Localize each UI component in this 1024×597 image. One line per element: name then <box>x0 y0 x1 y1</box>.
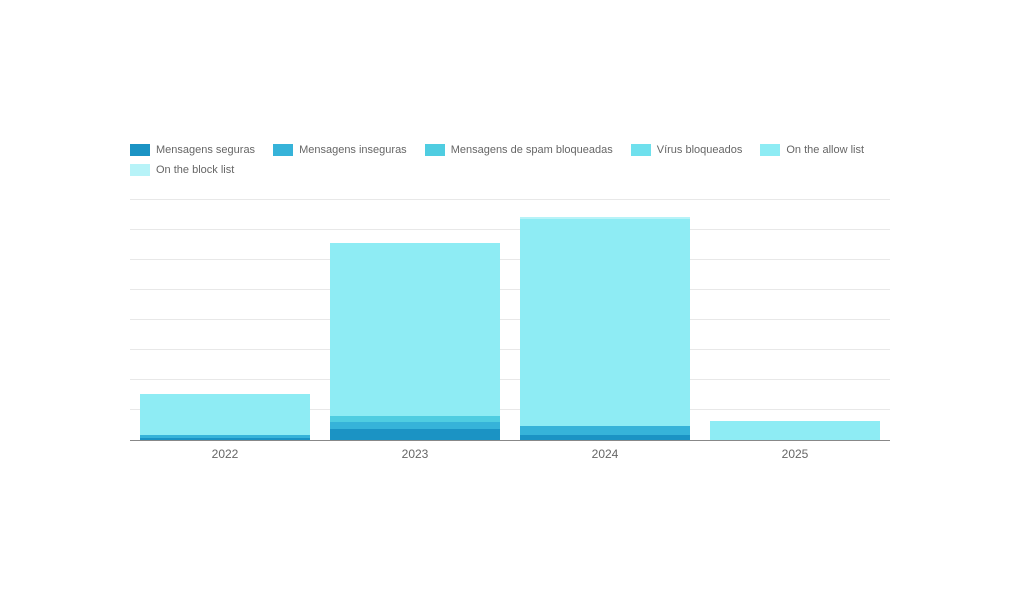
bar-segment <box>330 243 500 416</box>
legend-swatch <box>130 144 150 156</box>
bar-segment <box>520 219 690 425</box>
bar-segment <box>330 429 500 440</box>
legend-swatch <box>130 164 150 176</box>
x-axis-label: 2025 <box>782 447 809 461</box>
legend-swatch <box>631 144 651 156</box>
bar-group <box>330 243 500 440</box>
legend-item: Mensagens seguras <box>130 140 255 160</box>
bar-segment <box>330 422 500 429</box>
legend-item: On the allow list <box>760 140 864 160</box>
stacked-bar-chart: Mensagens seguras Mensagens inseguras Mens… <box>130 140 890 465</box>
bar-group <box>710 421 880 440</box>
legend-label: On the block list <box>156 160 234 180</box>
chart-x-axis-labels: 2022 2023 2024 2025 <box>130 441 890 465</box>
bar-group <box>520 217 690 440</box>
bar-segment <box>710 421 880 440</box>
x-axis-label: 2023 <box>402 447 429 461</box>
legend-swatch <box>425 144 445 156</box>
legend-label: Mensagens seguras <box>156 140 255 160</box>
bar-segment <box>520 435 690 440</box>
bar-group <box>140 394 310 440</box>
chart-legend: Mensagens seguras Mensagens inseguras Mens… <box>130 140 890 180</box>
bar-segment <box>140 394 310 435</box>
chart-bars <box>130 200 890 440</box>
bar-segment <box>140 438 310 440</box>
legend-swatch <box>273 144 293 156</box>
bar-segment <box>520 426 690 436</box>
legend-label: Vírus bloqueados <box>657 140 743 160</box>
legend-item: On the block list <box>130 160 234 180</box>
x-axis-label: 2022 <box>212 447 239 461</box>
legend-item: Mensagens inseguras <box>273 140 407 160</box>
x-axis-label: 2024 <box>592 447 619 461</box>
legend-label: Mensagens inseguras <box>299 140 407 160</box>
legend-label: On the allow list <box>786 140 864 160</box>
legend-item: Mensagens de spam bloqueadas <box>425 140 613 160</box>
legend-swatch <box>760 144 780 156</box>
legend-label: Mensagens de spam bloqueadas <box>451 140 613 160</box>
chart-plot-area <box>130 200 890 441</box>
legend-item: Vírus bloqueados <box>631 140 743 160</box>
